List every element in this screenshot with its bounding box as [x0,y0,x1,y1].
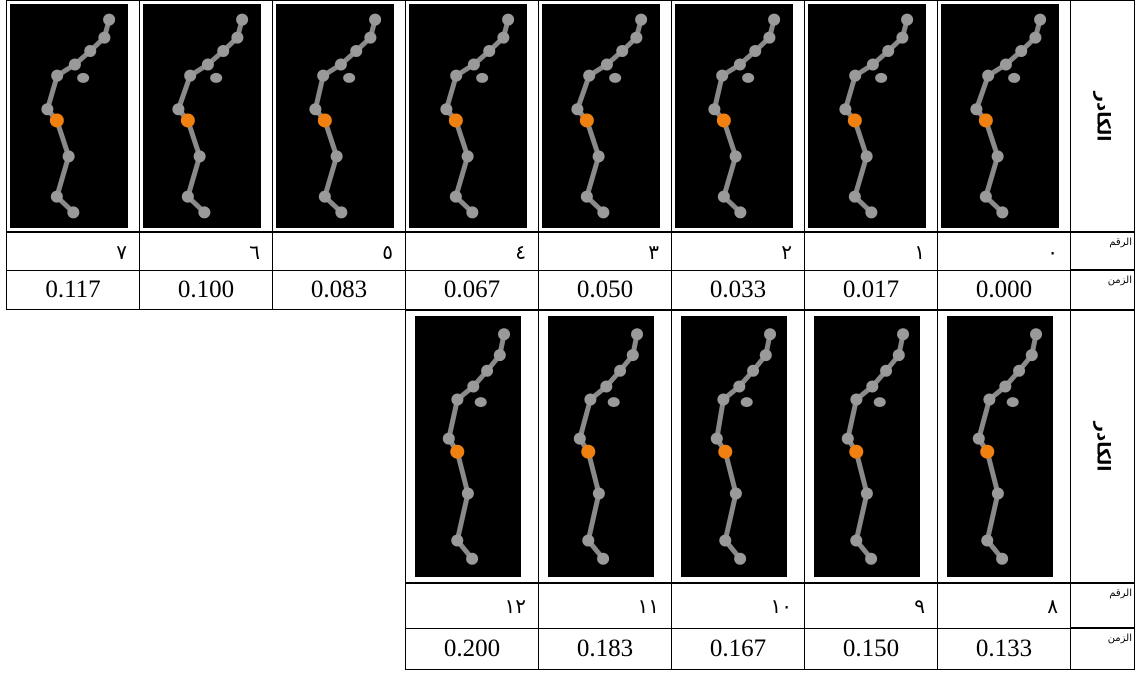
frame-number: ٣ [538,232,672,271]
frame-image [143,4,261,228]
frame-image [415,316,521,577]
frame-time: 0.117 [6,270,140,310]
frame-time: 0.050 [538,270,672,310]
frame-number: ٨ [937,583,1071,629]
frame-number: ٥ [272,232,406,271]
frame-image [409,4,527,228]
page: الكادرالرقمالزمن٠0.000١0.017٢0.033٣0.050… [0,0,1135,690]
frame-image [814,316,920,577]
row-header: الرقم [1070,232,1135,270]
frame-number: ١ [804,232,938,271]
frame-number: ٤ [405,232,539,271]
frame-number: ٦ [139,232,273,271]
frame-time: 0.100 [139,270,273,310]
frame-number: ١٠ [671,583,805,629]
frame-image [681,316,787,577]
row-header: الزمن [1070,270,1135,310]
frame-number: ٠ [937,232,1071,271]
frame-time: 0.083 [272,270,406,310]
row-header: الرقم [1070,583,1135,628]
row-label: الكادر [1092,422,1113,472]
row-header: الكادر [1070,310,1135,583]
frame-number: ١١ [538,583,672,629]
frame-time: 0.067 [405,270,539,310]
frame-time: 0.183 [538,628,672,670]
frame-time: 0.150 [804,628,938,670]
frame-image [548,316,654,577]
frame-image [808,4,926,228]
frame-image [941,4,1059,228]
row-label: الكادر [1092,91,1113,141]
frame-number: ٩ [804,583,938,629]
frame-time: 0.033 [671,270,805,310]
frame-time: 0.017 [804,270,938,310]
frame-number: ١٢ [405,583,539,629]
frame-number: ٧ [6,232,140,271]
row-header: الكادر [1070,0,1135,232]
frame-image [675,4,793,228]
frame-time: 0.200 [405,628,539,670]
frame-image [10,4,128,228]
frame-time: 0.000 [937,270,1071,310]
row-header: الزمن [1070,628,1135,670]
frame-image [542,4,660,228]
frame-number: ٢ [671,232,805,271]
frame-time: 0.133 [937,628,1071,670]
frame-image [947,316,1053,577]
frame-image [276,4,394,228]
frame-time: 0.167 [671,628,805,670]
